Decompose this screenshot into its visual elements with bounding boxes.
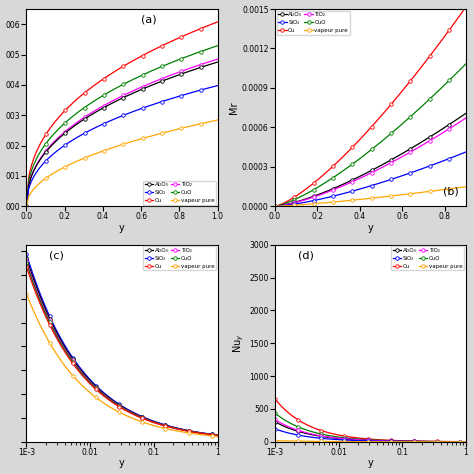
X-axis label: y: y bbox=[119, 223, 125, 233]
Legend: Al₂O₃, SiO₂, Cu, TiO₂, CuO, vapeur pure: Al₂O₃, SiO₂, Cu, TiO₂, CuO, vapeur pure bbox=[277, 11, 350, 35]
Legend: Al₂O₃, SiO₂, Cu, TiO₂, CuO, vapeur pure: Al₂O₃, SiO₂, Cu, TiO₂, CuO, vapeur pure bbox=[143, 246, 216, 270]
X-axis label: y: y bbox=[368, 223, 374, 233]
Y-axis label: Nu$_y$: Nu$_y$ bbox=[232, 333, 246, 353]
Y-axis label: Mr: Mr bbox=[229, 101, 239, 114]
Text: (a): (a) bbox=[141, 15, 157, 25]
Text: (c): (c) bbox=[49, 251, 64, 261]
Text: (b): (b) bbox=[443, 186, 459, 196]
X-axis label: y: y bbox=[368, 458, 374, 468]
Text: (d): (d) bbox=[298, 251, 314, 261]
X-axis label: y: y bbox=[119, 458, 125, 468]
Legend: Al₂O₃, SiO₂, Cu, TiO₂, CuO, vapeur pure: Al₂O₃, SiO₂, Cu, TiO₂, CuO, vapeur pure bbox=[392, 246, 465, 270]
Legend: Al₂O₃, SiO₂, Cu, TiO₂, CuO, vapeur pure: Al₂O₃, SiO₂, Cu, TiO₂, CuO, vapeur pure bbox=[143, 181, 216, 204]
